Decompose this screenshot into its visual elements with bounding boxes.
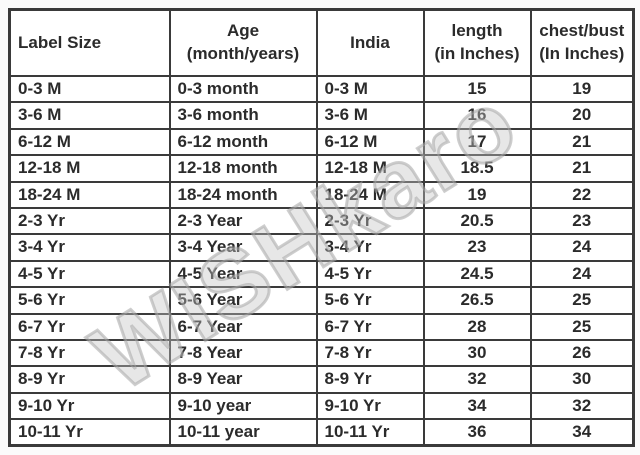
col-header-india: India [315, 8, 425, 77]
table-cell: 19 [422, 180, 532, 209]
table-row: 18-24 M 18-24 month 18-24 M 19 22 [8, 180, 635, 209]
table-cell: 24.5 [422, 259, 532, 289]
table-cell: 12-18 M [8, 154, 171, 183]
table-cell: 2-3 Yr [315, 206, 425, 236]
table-cell: 36 [422, 418, 532, 447]
table-cell: 6-12 M [315, 127, 425, 157]
table-cell: 5-6 Year [168, 286, 318, 315]
table-cell: 34 [422, 391, 532, 421]
table-cell: 5-6 Yr [315, 286, 425, 315]
table-row: 0-3 M 0-3 month 0-3 M 15 19 [8, 74, 635, 104]
table-cell: 32 [529, 391, 635, 421]
table-cell: 6-12 month [168, 127, 318, 157]
table-cell: 20.5 [422, 206, 532, 236]
table-cell: 3-4 Yr [8, 233, 171, 262]
table-cell: 9-10 Yr [8, 391, 171, 421]
table-cell: 6-7 Year [168, 312, 318, 341]
table-cell: 12-18 month [168, 154, 318, 183]
table-cell: 7-8 Yr [8, 338, 171, 368]
table-cell: 16 [422, 101, 532, 130]
table-cell: 0-3 month [168, 74, 318, 104]
table-cell: 7-8 Year [168, 338, 318, 368]
table-cell: 5-6 Yr [8, 286, 171, 315]
table-cell: 8-9 Year [168, 365, 318, 394]
table-cell: 10-11 Yr [315, 418, 425, 447]
table-cell: 7-8 Yr [315, 338, 425, 368]
header-row: Label Size Age (month/years) India lengt… [8, 8, 635, 77]
table-cell: 2-3 Yr [8, 206, 171, 236]
size-chart-table: Label Size Age (month/years) India lengt… [8, 8, 635, 448]
table-row: 6-7 Yr 6-7 Year 6-7 Yr 28 25 [8, 312, 635, 341]
table-cell: 18-24 M [8, 180, 171, 209]
table-row: 8-9 Yr 8-9 Year 8-9 Yr 32 30 [8, 365, 635, 394]
table-cell: 10-11 year [168, 418, 318, 447]
table-cell: 4-5 Yr [8, 259, 171, 289]
table-cell: 3-4 Yr [315, 233, 425, 262]
table-cell: 6-12 M [8, 127, 171, 157]
table-cell: 26.5 [422, 286, 532, 315]
table-cell: 24 [529, 233, 635, 262]
table-cell: 18.5 [422, 154, 532, 183]
table-cell: 30 [529, 365, 635, 394]
table-cell: 34 [529, 418, 635, 447]
table-row: 3-6 M 3-6 month 3-6 M 16 20 [8, 101, 635, 130]
table-cell: 4-5 Yr [315, 259, 425, 289]
table-row: 3-4 Yr 3-4 Year 3-4 Yr 23 24 [8, 233, 635, 262]
table-row: 6-12 M 6-12 month 6-12 M 17 21 [8, 127, 635, 157]
table-cell: 21 [529, 154, 635, 183]
table-row: 12-18 M 12-18 month 12-18 M 18.5 21 [8, 154, 635, 183]
col-header-length: length (in Inches) [422, 8, 532, 77]
table-cell: 2-3 Year [168, 206, 318, 236]
table-cell: 8-9 Yr [315, 365, 425, 394]
table-cell: 17 [422, 127, 532, 157]
table-cell: 3-6 M [8, 101, 171, 130]
table-cell: 32 [422, 365, 532, 394]
table-cell: 8-9 Yr [8, 365, 171, 394]
table-cell: 12-18 M [315, 154, 425, 183]
table-row: 2-3 Yr 2-3 Year 2-3 Yr 20.5 23 [8, 206, 635, 236]
table-row: 9-10 Yr 9-10 year 9-10 Yr 34 32 [8, 391, 635, 421]
table-cell: 3-6 month [168, 101, 318, 130]
table-cell: 30 [422, 338, 532, 368]
table-cell: 9-10 Yr [315, 391, 425, 421]
table-cell: 19 [529, 74, 635, 104]
table-cell: 6-7 Yr [8, 312, 171, 341]
table-row: 10-11 Yr 10-11 year 10-11 Yr 36 34 [8, 418, 635, 447]
table-body: 0-3 M 0-3 month 0-3 M 15 19 3-6 M 3-6 month 3-6… [8, 74, 635, 447]
table-cell: 3-4 Year [168, 233, 318, 262]
table-row: 5-6 Yr 5-6 Year 5-6 Yr 26.5 25 [8, 286, 635, 315]
table-row: 4-5 Yr 4-5 Year 4-5 Yr 24.5 24 [8, 259, 635, 289]
table-cell: 18-24 M [315, 180, 425, 209]
table-cell: 4-5 Year [168, 259, 318, 289]
col-header-age: Age (month/years) [168, 8, 318, 77]
table-cell: 25 [529, 286, 635, 315]
table-cell: 9-10 year [168, 391, 318, 421]
table-cell: 25 [529, 312, 635, 341]
table-cell: 0-3 M [315, 74, 425, 104]
table-cell: 28 [422, 312, 532, 341]
table-cell: 18-24 month [168, 180, 318, 209]
table-cell: 10-11 Yr [8, 418, 171, 447]
table-cell: 20 [529, 101, 635, 130]
table-cell: 24 [529, 259, 635, 289]
table-cell: 0-3 M [8, 74, 171, 104]
table-cell: 23 [529, 206, 635, 236]
table-cell: 26 [529, 338, 635, 368]
table-cell: 21 [529, 127, 635, 157]
table-cell: 6-7 Yr [315, 312, 425, 341]
table-cell: 23 [422, 233, 532, 262]
table-row: 7-8 Yr 7-8 Year 7-8 Yr 30 26 [8, 338, 635, 368]
table-cell: 15 [422, 74, 532, 104]
col-header-chest-bust: chest/bust (In Inches) [529, 8, 635, 77]
table-cell: 3-6 M [315, 101, 425, 130]
table-cell: 22 [529, 180, 635, 209]
col-header-label-size: Label Size [8, 8, 171, 77]
